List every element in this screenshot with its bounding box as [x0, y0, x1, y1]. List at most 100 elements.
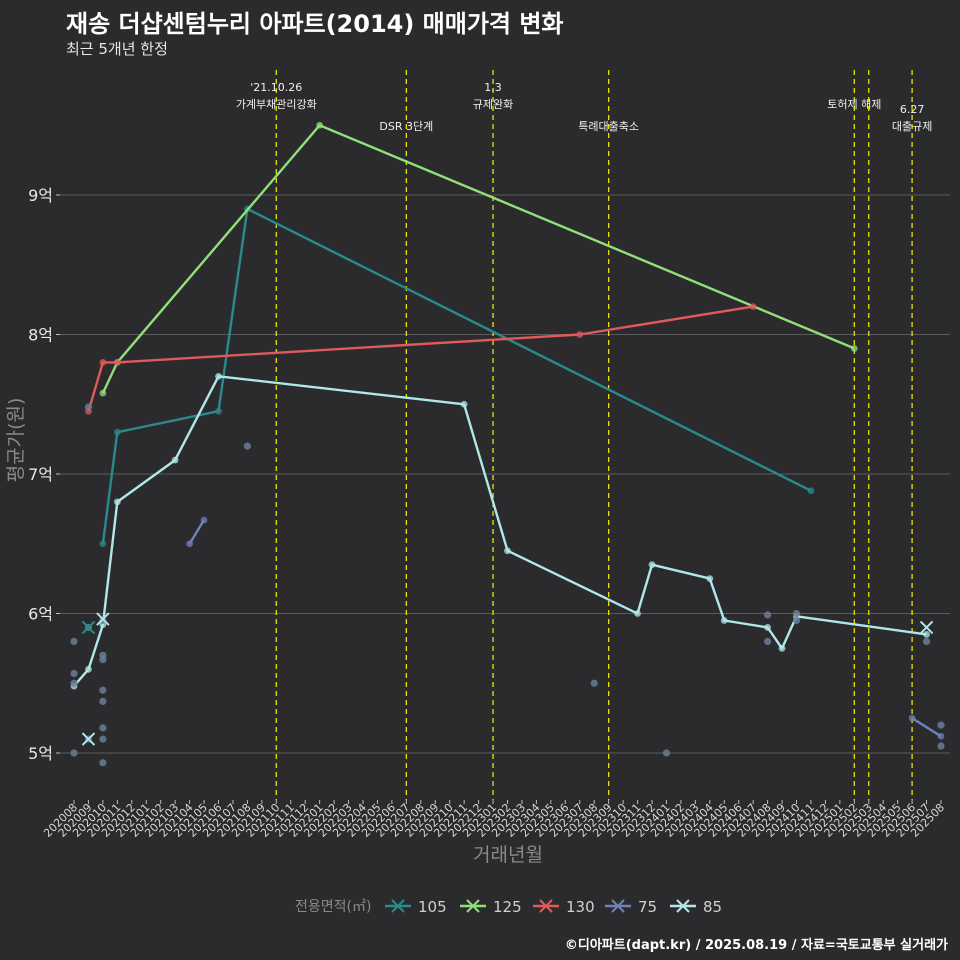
series-point-130	[99, 359, 107, 366]
scatter-point	[99, 655, 107, 664]
scatter-point	[764, 637, 772, 646]
source-caption: ©디아파트(dapt.kr) / 2025.08.19 / 자료=국토교통부 실…	[564, 938, 948, 953]
legend-title: 전용면적(㎡)	[295, 899, 371, 915]
series-point-105	[113, 428, 121, 436]
series-point-75	[200, 516, 208, 524]
scatter-point	[590, 679, 598, 687]
cross-marker	[919, 620, 934, 635]
scatter-point	[922, 637, 931, 646]
scatter-point	[99, 759, 107, 767]
scatter-point	[70, 749, 78, 757]
series-point-125	[99, 389, 107, 397]
series-point-85	[634, 610, 641, 617]
scatter-point	[70, 637, 78, 646]
series-point-125	[850, 345, 858, 352]
cross-marker	[81, 732, 96, 746]
legend-item-105: 105	[385, 898, 447, 916]
scatter-point	[243, 442, 251, 450]
y-tick-label: 7억	[28, 465, 53, 484]
series-point-85	[85, 665, 92, 673]
legend-swatch-cross	[611, 899, 625, 913]
event-label: 토허제 해제	[827, 97, 881, 111]
y-axis: 5억 6억 7억 8억 9억	[28, 186, 60, 763]
scatter-point	[99, 735, 107, 743]
series-point-85	[720, 617, 728, 624]
series-point-85	[113, 498, 121, 506]
cross-markers	[81, 612, 934, 746]
scatter-point	[99, 697, 107, 705]
series-point-85	[923, 631, 930, 638]
legend-label: 105	[418, 898, 447, 916]
chart-title: 재송 더샵센텀누리 아파트(2014) 매매가격 변화	[66, 10, 564, 38]
cross-marker	[81, 620, 96, 635]
series-line-105	[101, 207, 812, 544]
scatter-point	[792, 609, 801, 618]
series-point-75	[937, 732, 945, 740]
event-label: 특례대출축소	[578, 120, 639, 133]
legend-label: 85	[703, 898, 722, 916]
series-point-125	[316, 121, 324, 129]
y-tick-label: 8억	[28, 326, 53, 345]
series-point-75	[908, 714, 916, 722]
series-point-130	[749, 303, 757, 310]
series-line-125	[101, 124, 855, 394]
legend-label: 130	[566, 898, 595, 916]
scatter-point	[84, 403, 93, 411]
series-lines	[70, 121, 945, 740]
legend-swatch-cross	[466, 899, 480, 913]
y-tick-label: 6억	[28, 605, 53, 624]
event-label: 가계부채관리강화	[236, 98, 317, 111]
event-label: 1.3	[484, 81, 502, 94]
x-axis: 2020082020092020102020112020122021012021…	[41, 800, 947, 840]
legend-item-130: 130	[533, 898, 595, 916]
scatter-point	[99, 686, 107, 694]
cross-stroke	[919, 620, 934, 635]
legend-swatch-cross	[676, 899, 690, 913]
legend-label: 125	[493, 898, 522, 916]
series-point-85	[460, 400, 468, 408]
series-point-105	[807, 487, 815, 495]
legend-item-85: 85	[670, 898, 722, 916]
scatter-point	[937, 742, 945, 750]
scatter-point	[937, 721, 945, 729]
legend-item-125: 125	[460, 898, 522, 916]
scatter-point	[764, 611, 772, 619]
series-point-105	[215, 407, 222, 415]
event-label: 대출규제	[892, 120, 932, 133]
series-point-130	[113, 359, 121, 366]
y-tick-label: 9억	[28, 186, 53, 205]
scatter-point	[99, 724, 107, 732]
series-point-75	[186, 540, 194, 548]
series-point-85	[171, 456, 179, 464]
legend-swatch-cross	[539, 899, 553, 913]
legend-label: 75	[638, 898, 657, 916]
y-axis-label: 평균가(원)	[5, 398, 27, 483]
scatter-points	[70, 403, 945, 767]
series-line-75	[911, 717, 942, 738]
x-axis-label: 거래년월	[473, 844, 543, 866]
scatter-point	[662, 749, 671, 757]
event-label: 규제완화	[473, 98, 513, 111]
series-point-130	[576, 331, 584, 338]
series-point-85	[504, 547, 511, 555]
series-point-85	[215, 372, 222, 380]
series-line-130	[87, 305, 754, 412]
legend-swatch-cross	[391, 899, 405, 913]
chart-subtitle: 최근 5개년 한정	[66, 40, 168, 58]
legend-item-75: 75	[605, 898, 657, 916]
event-label: '21.10.26	[250, 81, 302, 94]
series-point-85	[706, 575, 714, 583]
series-point-85	[648, 561, 656, 569]
event-label: DSR 3단계	[379, 120, 433, 133]
grid-lines	[60, 194, 950, 754]
series-point-85	[778, 644, 786, 652]
legend: 전용면적(㎡) 105 125 130 75 85	[295, 898, 722, 916]
y-tick-label: 5억	[28, 744, 53, 763]
scatter-point	[70, 679, 78, 687]
cross-stroke	[96, 612, 110, 626]
series-line-85	[73, 375, 927, 687]
series-point-105	[99, 540, 107, 548]
